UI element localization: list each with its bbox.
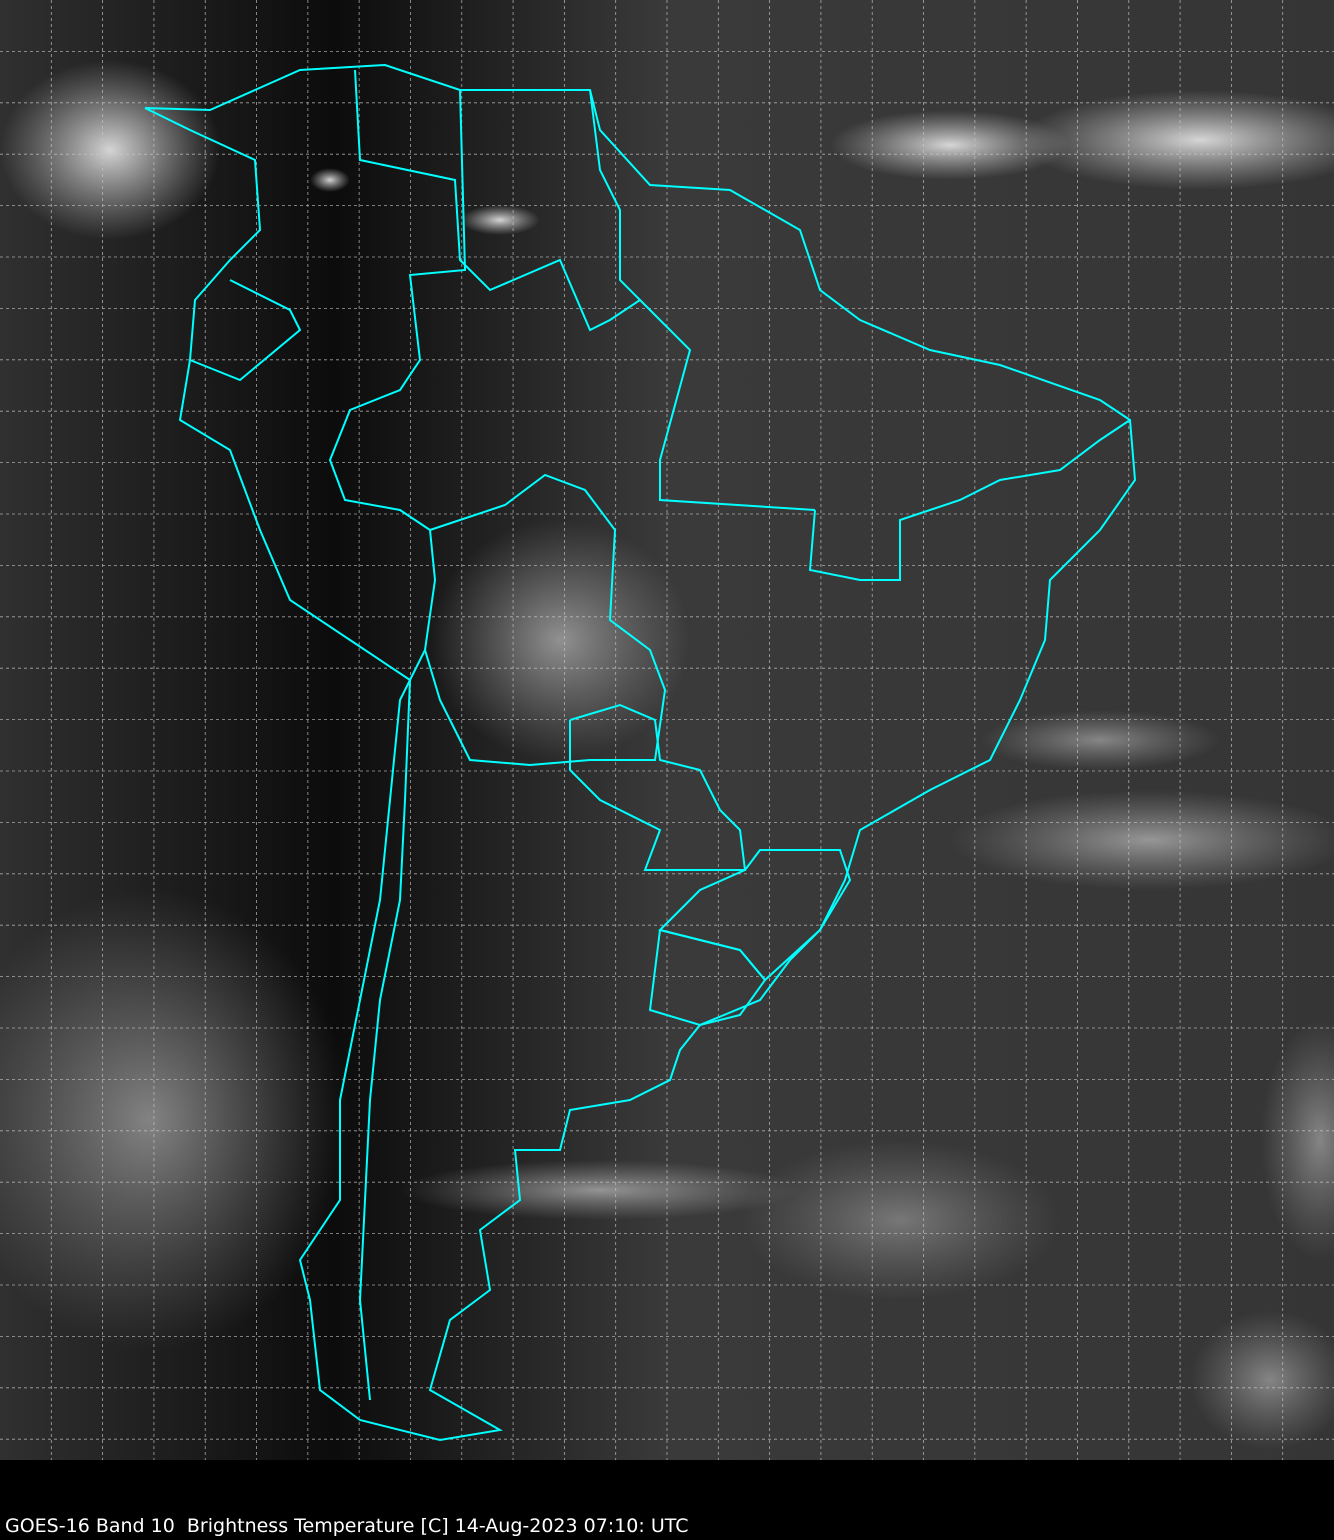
cloud-features (0, 60, 1334, 1450)
country-borders (144, 63, 1137, 1442)
satellite-image (0, 0, 1334, 1460)
image-caption: GOES-16 Band 10 Brightness Temperature [… (5, 1515, 689, 1537)
lat-lon-gridlines (0, 0, 1334, 1460)
brazil-south-border (658, 849, 852, 982)
venezuela-colombia-border (354, 69, 641, 332)
chile-argentina-border (358, 679, 411, 1401)
south-america-coastline (144, 63, 1137, 1442)
brazil-west-border (328, 89, 467, 681)
brazil-state-borders (808, 419, 1131, 581)
paraguay-border (569, 703, 747, 871)
peru-ecuador-border (189, 279, 302, 382)
bolivia-border (424, 473, 667, 767)
